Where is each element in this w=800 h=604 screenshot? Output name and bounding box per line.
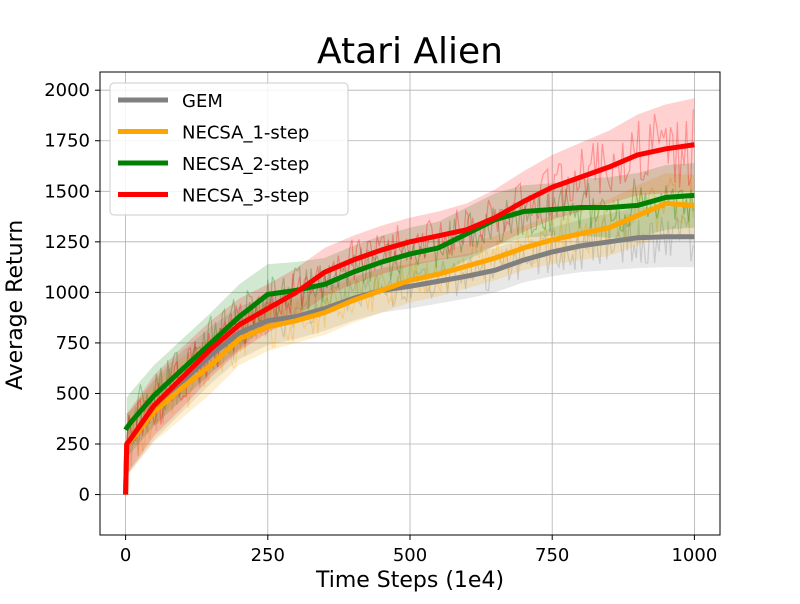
y-tick-label: 1000 bbox=[44, 282, 90, 303]
x-tick-label: 500 bbox=[393, 545, 427, 566]
y-tick-label: 1500 bbox=[44, 181, 90, 202]
legend-label: GEM bbox=[182, 91, 223, 112]
legend-label: NECSA_2-step bbox=[182, 154, 309, 175]
x-tick-label: 750 bbox=[535, 545, 569, 566]
y-tick-label: 1250 bbox=[44, 232, 90, 253]
series-line bbox=[123, 192, 695, 432]
y-tick-label: 0 bbox=[79, 485, 90, 506]
x-tick-label: 250 bbox=[251, 545, 285, 566]
legend-box bbox=[109, 82, 349, 216]
legend: GEM NECSA_1-step NECSA_2-step NECSA_3-step bbox=[109, 82, 349, 216]
legend-label: NECSA_3-step bbox=[182, 186, 309, 207]
y-tick-label: 750 bbox=[56, 333, 90, 354]
x-axis-label: Time Steps (1e4) bbox=[315, 568, 504, 593]
confidence-band bbox=[126, 162, 695, 459]
chart-title: Atari Alien bbox=[317, 31, 503, 72]
y-tick-label: 500 bbox=[56, 383, 90, 404]
confidence-band bbox=[126, 98, 695, 475]
y-tick-label: 250 bbox=[56, 434, 90, 455]
y-tick-label: 1750 bbox=[44, 131, 90, 152]
series-line bbox=[123, 142, 695, 495]
y-tick-label: 2000 bbox=[44, 80, 90, 101]
confidence-band bbox=[126, 206, 695, 475]
confidence-band bbox=[126, 173, 695, 475]
x-tick-label: 0 bbox=[120, 545, 131, 566]
series-line bbox=[123, 200, 695, 495]
x-tick-label: 1000 bbox=[671, 545, 717, 566]
y-axis-label: Average Return bbox=[3, 220, 28, 390]
legend-label: NECSA_1-step bbox=[182, 123, 309, 144]
